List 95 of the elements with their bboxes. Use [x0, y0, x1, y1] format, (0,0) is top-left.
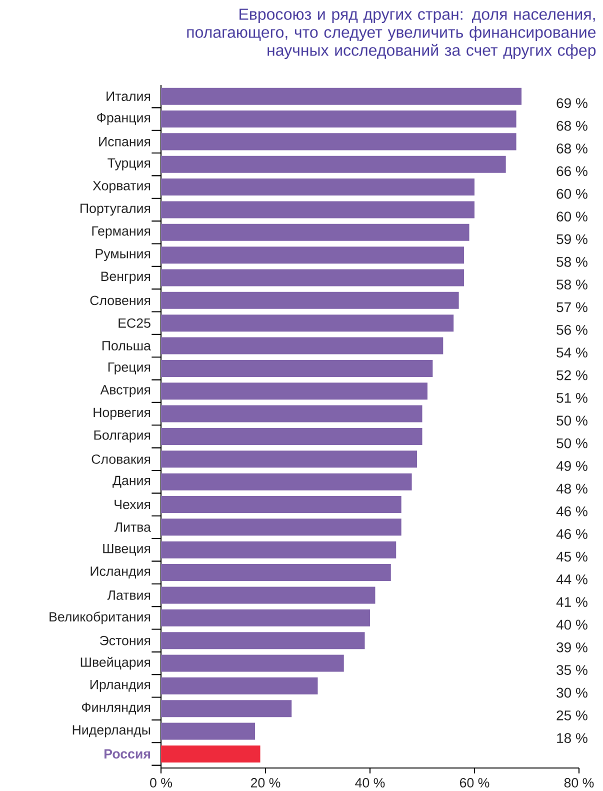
data-label: 68 %	[556, 144, 588, 154]
x-tick-label: 20 %	[250, 778, 280, 788]
chart-title: Евросоюз и ряд других стран: доля населения, полагающего, что следует увеличить финансирование научных исследований за счет других сфер	[187, 8, 596, 60]
y-tick-label: Испания	[99, 137, 150, 146]
data-label: 57 %	[556, 302, 588, 312]
y-tick-label: Румыния	[96, 249, 150, 262]
data-label: 49 %	[556, 461, 588, 471]
bar	[161, 360, 433, 377]
data-label: 59 %	[556, 234, 588, 244]
bar	[161, 110, 516, 128]
bar	[161, 292, 459, 309]
bar	[161, 428, 422, 445]
y-tick-label: Россия	[104, 749, 150, 759]
y-tick-label: Дания	[112, 476, 150, 488]
x-tick-label: 0 %	[150, 778, 172, 788]
data-label: 50 %	[556, 438, 588, 448]
y-tick-label: Латвия	[107, 590, 150, 600]
data-label: 45 %	[556, 552, 588, 562]
data-label: 58 %	[556, 256, 588, 267]
data-label: 41 %	[556, 597, 588, 607]
data-label: 54 %	[556, 348, 588, 358]
data-label: 51 %	[556, 393, 588, 403]
bar	[161, 745, 260, 762]
y-tick-label: Польша	[102, 341, 151, 350]
data-label: 58 %	[556, 280, 588, 290]
data-label: 60 %	[556, 212, 588, 222]
bar	[161, 450, 418, 468]
bar	[161, 224, 470, 241]
y-tick-label: Литва	[114, 522, 151, 532]
y-tick-label: Австрия	[100, 385, 150, 398]
data-label: 60 %	[556, 188, 588, 199]
bar	[161, 541, 396, 558]
bar	[161, 654, 344, 672]
y-tick-label: Словакия	[92, 454, 150, 464]
bar	[161, 246, 464, 264]
data-label: 44 %	[556, 574, 588, 584]
y-tick-label: Венгрия	[101, 272, 150, 284]
data-label: 50 %	[556, 416, 588, 426]
bar	[161, 382, 428, 400]
bar	[161, 700, 292, 718]
bar	[161, 518, 402, 536]
y-tick-label: Норвегия	[94, 408, 150, 420]
y-tick-label: Португалия	[80, 204, 150, 216]
data-label: 66 %	[556, 166, 588, 176]
bar	[161, 586, 376, 604]
data-label: 46 %	[556, 529, 588, 539]
bar	[161, 609, 370, 626]
data-label: 40 %	[556, 620, 588, 630]
y-tick-label: Ирландия	[90, 680, 150, 692]
data-label: 52 %	[556, 370, 588, 380]
y-tick-label: Германия	[92, 226, 150, 238]
data-label: 69 %	[556, 98, 588, 108]
y-tick-label: ЕС25	[118, 318, 150, 328]
y-tick-label: Чехия	[114, 500, 150, 510]
bar	[161, 133, 516, 150]
y-tick-label: Исландия	[90, 566, 150, 578]
y-tick-label: Швеция	[103, 544, 150, 556]
bar	[161, 337, 444, 354]
bar	[161, 405, 422, 422]
y-tick-label: Великобритания	[50, 612, 150, 624]
bar	[161, 178, 474, 196]
data-label: 30 %	[556, 688, 588, 698]
bar	[161, 632, 365, 650]
data-label: 35 %	[556, 665, 588, 676]
y-tick-label: Италия	[106, 92, 150, 101]
y-tick-label: Швейцария	[80, 656, 150, 670]
data-label: 56 %	[556, 324, 588, 335]
bar	[161, 722, 256, 740]
bar	[161, 473, 412, 490]
y-tick-label: Эстония	[100, 636, 150, 646]
data-label: 68 %	[556, 120, 588, 131]
bar	[161, 88, 522, 105]
y-tick-label: Турция	[108, 158, 150, 170]
y-tick-label: Болгария	[94, 430, 150, 442]
bar	[161, 677, 318, 694]
bar	[161, 564, 391, 582]
x-tick-label: 80 %	[564, 778, 594, 788]
y-tick-label: Финляндия	[82, 702, 150, 715]
bar	[161, 496, 402, 514]
data-label: 48 %	[556, 484, 588, 494]
data-label: 18 %	[557, 733, 588, 744]
data-label: 39 %	[556, 642, 588, 652]
bar	[161, 156, 506, 173]
data-label: 46 %	[556, 506, 588, 516]
x-tick-label: 60 %	[460, 778, 490, 788]
bar	[161, 269, 464, 286]
y-tick-label: Словения	[90, 296, 150, 306]
bar	[161, 201, 474, 218]
x-tick-label: 40 %	[355, 778, 385, 788]
y-tick-label: Греция	[108, 362, 150, 374]
data-label: 25 %	[556, 710, 588, 720]
y-tick-label: Франция	[97, 113, 150, 126]
y-tick-label: Нидерланды	[72, 725, 150, 738]
y-tick-label: Хорватия	[92, 181, 150, 194]
bar	[161, 314, 454, 332]
